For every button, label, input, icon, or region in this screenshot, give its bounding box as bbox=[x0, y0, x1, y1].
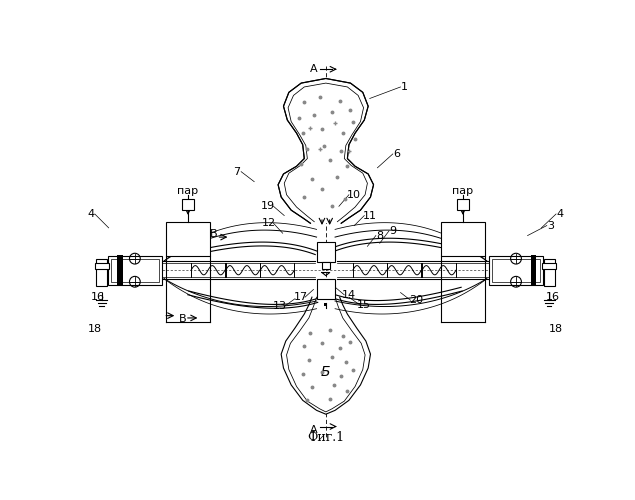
Polygon shape bbox=[278, 78, 373, 223]
Text: 16: 16 bbox=[546, 292, 560, 302]
Text: В: В bbox=[179, 314, 187, 324]
Text: 10: 10 bbox=[347, 190, 361, 200]
Bar bbox=[166, 222, 210, 256]
Bar bbox=[97, 258, 107, 286]
Bar bbox=[533, 255, 536, 286]
Bar bbox=[111, 258, 159, 282]
Text: А: А bbox=[310, 424, 318, 434]
Text: пар: пар bbox=[177, 186, 199, 196]
Bar bbox=[492, 258, 540, 282]
Text: 12: 12 bbox=[262, 218, 276, 228]
Bar bbox=[317, 278, 335, 298]
Text: пар: пар bbox=[452, 186, 474, 196]
Bar bbox=[544, 258, 554, 286]
Text: 20: 20 bbox=[409, 295, 423, 305]
Bar bbox=[317, 242, 335, 262]
Text: 11: 11 bbox=[363, 210, 377, 220]
Text: В: В bbox=[210, 229, 218, 239]
Text: 4: 4 bbox=[556, 209, 563, 219]
Text: 18: 18 bbox=[549, 324, 563, 334]
Text: 14: 14 bbox=[342, 290, 356, 300]
Text: вода: вода bbox=[97, 262, 121, 272]
Text: Фиг.1: Фиг.1 bbox=[307, 431, 344, 444]
Text: 17: 17 bbox=[293, 292, 307, 302]
Text: 7: 7 bbox=[233, 166, 240, 176]
Text: 18: 18 bbox=[88, 324, 102, 334]
Bar bbox=[324, 302, 328, 306]
Bar bbox=[441, 222, 485, 256]
Text: 13: 13 bbox=[272, 302, 286, 312]
Text: 19: 19 bbox=[261, 202, 275, 211]
Bar bbox=[182, 200, 194, 210]
Text: 4: 4 bbox=[88, 209, 95, 219]
Bar bbox=[531, 255, 534, 286]
Text: 1: 1 bbox=[401, 82, 408, 92]
Text: 15: 15 bbox=[358, 300, 371, 310]
Text: 3: 3 bbox=[547, 220, 554, 230]
Text: 9: 9 bbox=[389, 226, 396, 236]
Text: 8: 8 bbox=[376, 230, 384, 240]
Bar bbox=[457, 200, 469, 210]
Text: 16: 16 bbox=[91, 292, 105, 302]
Text: вода: вода bbox=[530, 262, 554, 272]
Bar bbox=[117, 255, 120, 286]
Bar bbox=[119, 255, 123, 286]
Bar bbox=[542, 264, 556, 270]
Text: А: А bbox=[310, 64, 318, 74]
Bar bbox=[95, 264, 109, 270]
Bar bbox=[489, 256, 543, 285]
Polygon shape bbox=[281, 297, 370, 414]
Text: Б: Б bbox=[321, 365, 331, 379]
Bar bbox=[108, 256, 162, 285]
Text: 6: 6 bbox=[393, 149, 400, 159]
Bar bbox=[322, 262, 330, 270]
